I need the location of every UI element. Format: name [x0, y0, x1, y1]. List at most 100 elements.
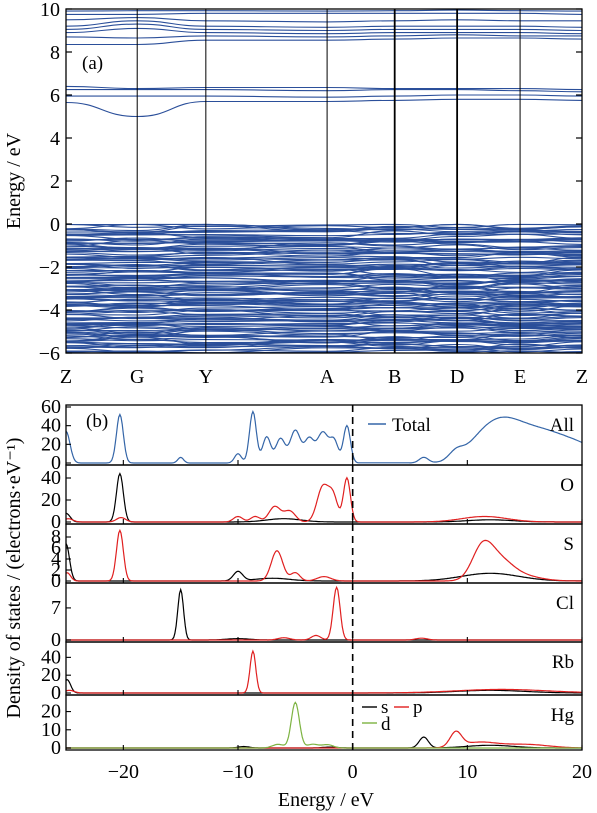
band-structure-panel: −6 −4 −2 0 2 4 6 8 10 Z G Y A B D E Z (a) Energy / eV: [3, 0, 588, 388]
dos-y-tick-label: 7: [51, 597, 61, 619]
valence-band: [66, 307, 582, 316]
band-y-tick-label: −2: [39, 257, 60, 279]
dos-subpanel-frame: [65, 404, 583, 466]
dos-subpanel-frame: [65, 464, 583, 525]
dos-x-tick-label: 0: [348, 761, 358, 783]
valence-band: [66, 303, 582, 312]
p-legend-label: p: [413, 697, 423, 718]
valence-band: [66, 347, 582, 353]
upper-conduction-band-2: [66, 34, 582, 39]
upper-conduction-band-6: [66, 17, 582, 23]
dos-y-tick-label: 0: [51, 737, 61, 759]
k-point-label: D: [450, 366, 464, 388]
dos-y-tick-label: 0: [51, 452, 61, 474]
valence-band: [66, 230, 582, 239]
dos-y-tick-label: 20: [41, 433, 61, 455]
valence-band: [66, 272, 582, 281]
k-point-label: E: [514, 366, 526, 388]
valence-band: [66, 283, 582, 291]
dos-y-tick-label: 20: [41, 701, 61, 723]
element-label: Cl: [556, 593, 574, 614]
k-point-label: Z: [576, 366, 588, 388]
valence-band: [66, 331, 582, 339]
element-label: O: [560, 475, 574, 496]
dos-subpanel-frame: [65, 582, 583, 643]
band-y-axis-label: Energy / eV: [3, 132, 25, 229]
valence-band: [66, 338, 582, 344]
high-symmetry-lines: [136, 9, 521, 353]
dos-y-tick-label: 60: [41, 396, 61, 418]
dos-curve-all-total: [66, 410, 582, 464]
dos-y-tick-label: 2: [51, 559, 61, 581]
valence-band: [66, 249, 582, 257]
dos-curve-rb-s: [66, 678, 582, 694]
valence-band: [66, 323, 582, 332]
valence-band: [66, 238, 582, 245]
k-point-label: B: [388, 366, 401, 388]
valence-band: [66, 248, 582, 256]
dos-curve-s-s: [66, 543, 582, 582]
dos-y-tick-label: 40: [41, 415, 61, 437]
dos-x-axis-label: Energy / eV: [278, 789, 375, 811]
valence-band: [66, 268, 582, 276]
valence-band: [66, 283, 582, 290]
dos-y-tick-label: 0: [51, 682, 61, 704]
dos-y-axis-label: Density of states / (electrons·eV⁻¹): [3, 438, 25, 719]
element-label: Rb: [552, 652, 574, 673]
band-lines: [66, 9, 582, 353]
conduction-band-3: [66, 89, 582, 93]
dos-y-tick-label: 0: [51, 570, 61, 592]
k-point-label: G: [130, 366, 144, 388]
band-y-tick-label: 8: [50, 42, 60, 64]
orbital-legend: s p d: [362, 697, 423, 735]
conduction-band-4: [66, 85, 582, 91]
dos-curve-rb-p: [66, 649, 582, 694]
dos-y-tick-label: 20: [41, 489, 61, 511]
element-label: All: [550, 415, 574, 436]
valence-band: [66, 295, 582, 303]
dos-curve-cl-s: [66, 587, 582, 641]
element-label: Hg: [551, 705, 575, 726]
band-y-tick-label: −6: [39, 343, 60, 365]
valence-band: [66, 293, 582, 302]
band-y-axis: −6 −4 −2 0 2 4 6 8 10: [39, 0, 582, 365]
total-legend-label: Total: [392, 415, 431, 436]
dos-y-tick-label: 0: [51, 511, 61, 533]
dos-curve-hg-d: [66, 701, 582, 749]
dos-subpanel-frame: [65, 641, 583, 696]
valence-band: [66, 271, 582, 279]
valence-band: [66, 327, 582, 332]
dos-curve-cl-p: [66, 585, 582, 641]
upper-conduction-band-4: [66, 23, 582, 32]
band-y-tick-label: 0: [50, 214, 60, 236]
valence-band: [66, 297, 582, 305]
s-legend-label: s: [381, 697, 388, 718]
valence-band: [66, 223, 582, 232]
dos-x-tick-label: −20: [108, 761, 139, 783]
valence-band: [66, 309, 582, 316]
dos-curve-o-p: [66, 476, 582, 523]
band-y-tick-label: 4: [50, 128, 60, 150]
valence-band: [66, 319, 582, 327]
valence-band: [66, 343, 582, 351]
valence-band: [66, 272, 582, 278]
upper-conduction-band-3: [66, 27, 582, 35]
dos-y-tick-label: 8: [51, 526, 61, 548]
dos-curve-hg-s: [66, 736, 582, 749]
dos-y-tick-label: 6: [51, 537, 61, 559]
valence-band: [66, 256, 582, 261]
d-legend-label: d: [381, 714, 391, 735]
dos-y-tick-label: 10: [41, 719, 61, 741]
dos-y-tick-label: 40: [41, 646, 61, 668]
conduction-band-2: [66, 94, 582, 98]
panel-label-b: (b): [86, 411, 108, 432]
dos-y-tick-label: 4: [51, 548, 61, 570]
dos-x-axis: −20 −10 0 10 20: [108, 761, 592, 783]
